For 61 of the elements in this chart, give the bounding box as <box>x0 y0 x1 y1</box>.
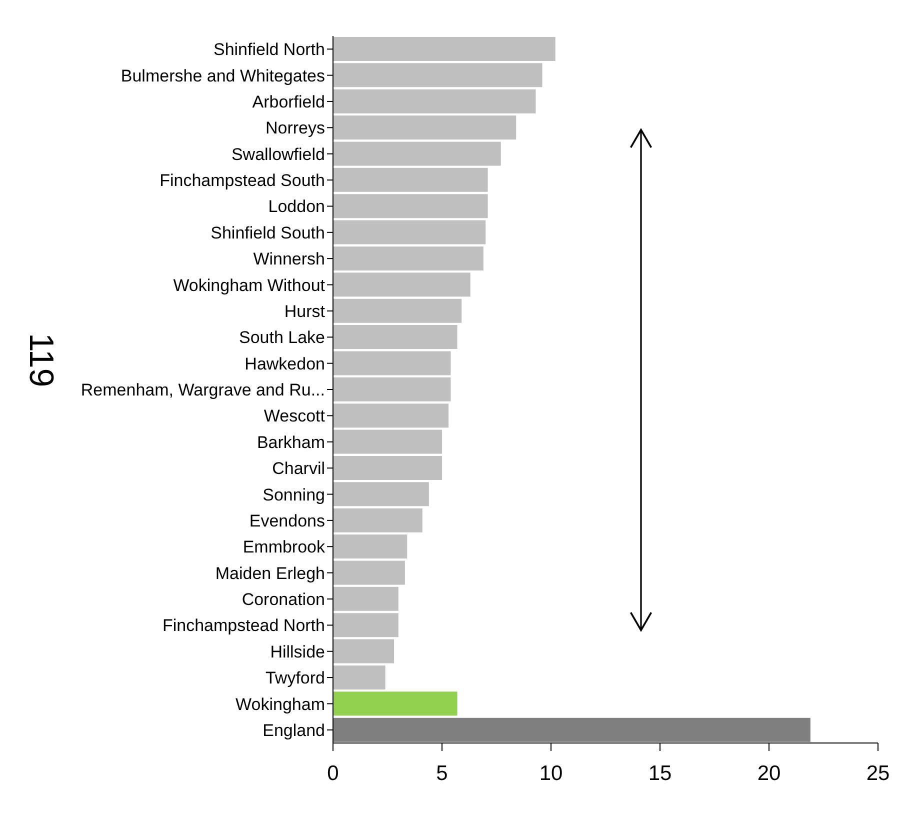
bar <box>333 692 458 716</box>
bar <box>333 220 486 244</box>
y-tick-label: South Lake <box>238 328 325 348</box>
bar <box>333 272 470 297</box>
bar <box>333 298 462 323</box>
y-tick-label: Finchampstead North <box>162 616 325 636</box>
bar <box>333 613 398 638</box>
bar <box>333 404 449 428</box>
y-tick-label: Wokingham <box>236 694 325 714</box>
x-tick-label: 20 <box>757 762 781 785</box>
y-tick-label: Emmbrook <box>242 538 326 557</box>
y-tick-label: Hurst <box>284 302 326 321</box>
bar <box>333 534 408 559</box>
bar <box>333 325 458 350</box>
bar <box>333 456 442 480</box>
y-tick-label: Sonning <box>262 485 325 504</box>
bar <box>333 639 394 664</box>
bar <box>333 37 556 61</box>
y-tick-label: Barkham <box>256 432 325 452</box>
y-tick-label: Swallowfield <box>231 144 325 164</box>
bar <box>333 116 516 140</box>
bar <box>333 89 536 114</box>
bar <box>333 351 451 376</box>
y-tick-label: Hillside <box>270 642 325 662</box>
x-tick-label: 5 <box>436 762 448 785</box>
y-tick-label: Shinfield North <box>213 40 325 60</box>
bar <box>333 560 405 585</box>
bar <box>333 246 484 270</box>
bar <box>333 718 810 742</box>
bar <box>333 665 386 690</box>
y-tick-label: Shinfield South <box>210 223 325 242</box>
y-tick-label: Finchampstead South <box>160 171 325 190</box>
x-tick-label: 0 <box>327 762 339 785</box>
y-tick-label: Remenham, Wargrave and Ru... <box>80 380 325 400</box>
x-tick-label: 15 <box>648 762 672 785</box>
bar <box>333 508 422 532</box>
bar <box>333 63 542 88</box>
text: 119 <box>22 333 60 388</box>
y-tick-label: Norreys <box>265 118 325 138</box>
bar <box>333 142 501 166</box>
y-tick-label: Twyford <box>265 668 325 688</box>
y-tick-label: Evendons <box>249 511 325 530</box>
y-tick-label: Wokingham Without <box>173 276 326 295</box>
bar <box>333 168 488 192</box>
bar <box>333 377 451 402</box>
bar <box>333 430 442 454</box>
y-tick-label: Winnersh <box>253 250 325 269</box>
x-tick-label: 10 <box>539 762 563 785</box>
y-tick-label: Hawkedon <box>244 354 325 374</box>
y-tick-label: England <box>262 720 325 740</box>
y-tick-label: Bulmershe and Whitegates <box>120 66 325 86</box>
y-tick-label: Maiden Erlegh <box>215 564 325 583</box>
x-tick-label: 25 <box>866 762 890 785</box>
y-tick-label: Coronation <box>242 590 325 610</box>
bar <box>333 194 488 218</box>
bar <box>333 586 398 611</box>
y-tick-label: Loddon <box>268 197 325 216</box>
bar <box>333 482 429 506</box>
y-tick-label: Wescott <box>264 406 326 426</box>
y-tick-label: Arborfield <box>252 92 325 112</box>
y-tick-label: Charvil <box>272 459 325 478</box>
